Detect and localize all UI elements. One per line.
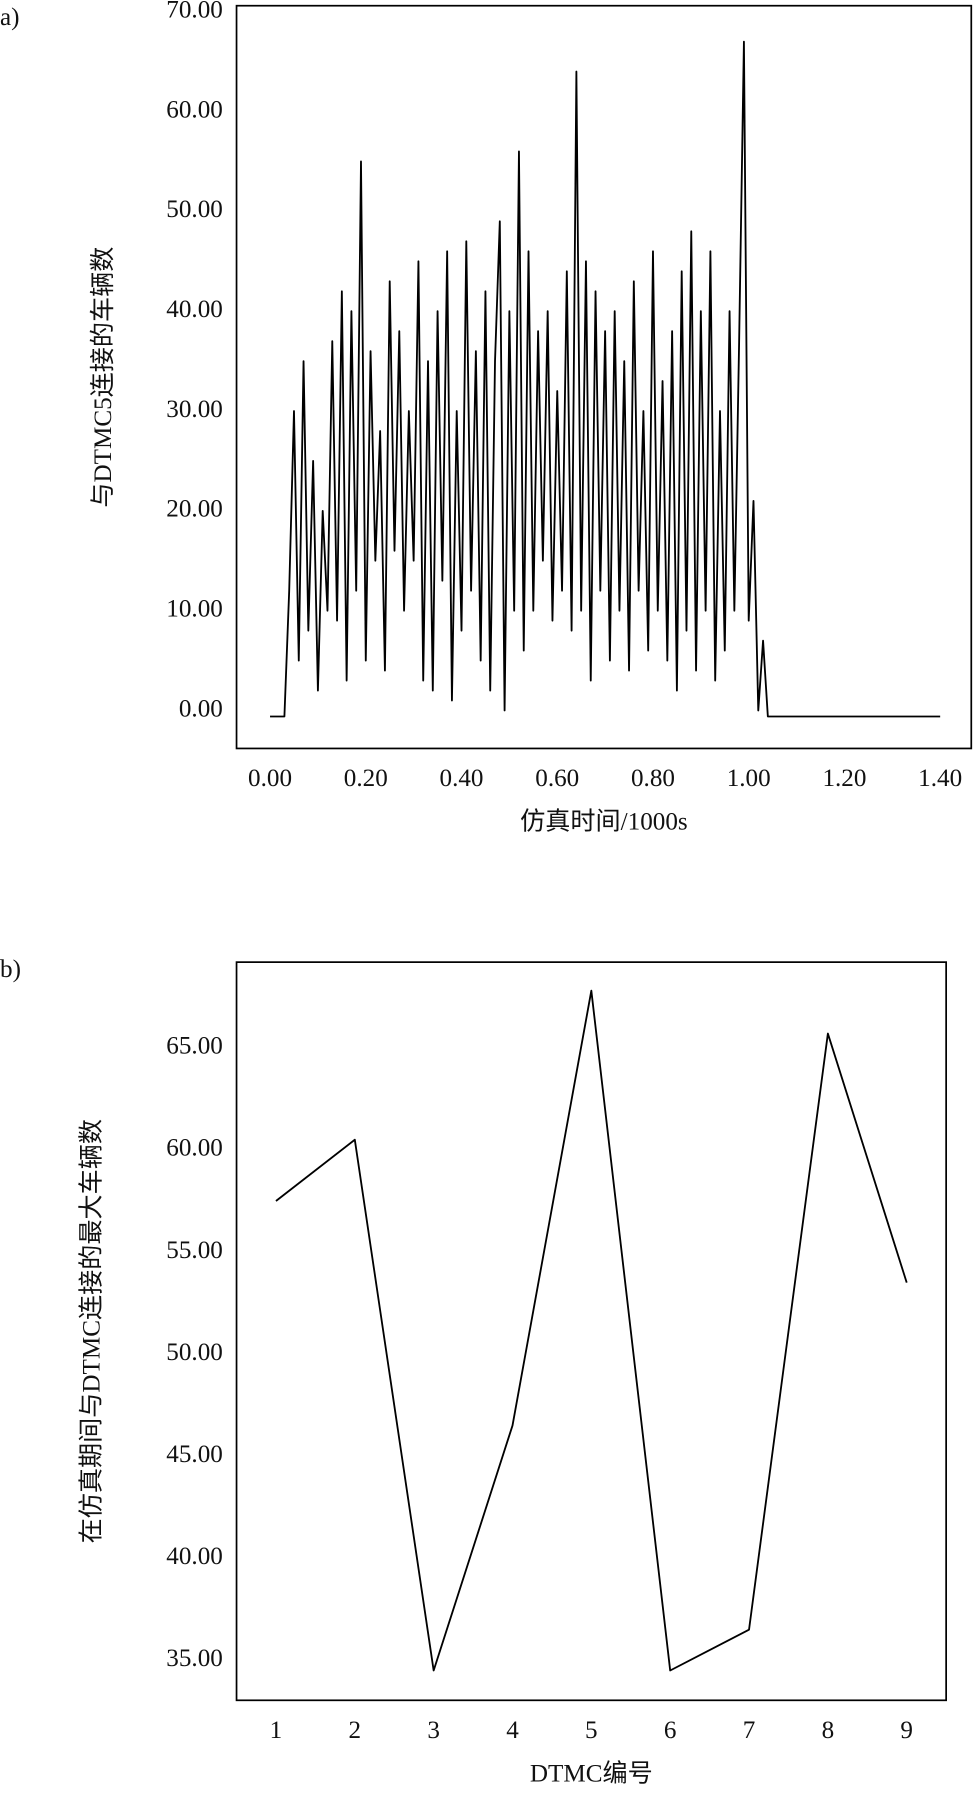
y-tick-label: 65.00: [166, 1033, 223, 1060]
y-tick-label: 35.00: [166, 1645, 223, 1672]
y-tick-label: 40.00: [166, 296, 223, 323]
x-tick-label: 0.60: [535, 765, 579, 792]
y-tick-label: 60.00: [166, 96, 223, 123]
y-tick-label: 20.00: [166, 496, 223, 523]
y-axis-label: 与DTMC5连接的车辆数: [89, 247, 117, 508]
y-tick-label: 10.00: [166, 595, 223, 622]
y-tick-label: 50.00: [166, 1339, 223, 1366]
y-tick-label: 60.00: [166, 1135, 223, 1162]
data-line: [275, 989, 908, 1672]
y-tick-label: 50.00: [166, 196, 223, 223]
x-tick-label: 0.40: [440, 765, 484, 792]
x-tick-label: 1.00: [727, 765, 771, 792]
x-tick-label: 1: [270, 1717, 283, 1744]
x-tick-label: 4: [506, 1717, 519, 1744]
x-tick-label: 9: [900, 1717, 913, 1744]
panel-label: b): [0, 956, 21, 983]
x-tick-label: 0.00: [248, 765, 292, 792]
plot-frame: [235, 4, 973, 750]
y-tick-label: 70.00: [166, 0, 223, 23]
y-axis-label: 在仿真期间与DTMC连接的最大车辆数: [77, 1119, 105, 1543]
x-tick-label: 7: [743, 1717, 756, 1744]
x-tick-label: 0.80: [631, 765, 675, 792]
y-tick-label: 40.00: [166, 1543, 223, 1570]
x-axis-label: 仿真时间/1000s: [520, 808, 688, 836]
y-tick-label: 0.00: [179, 695, 223, 722]
x-tick-label: 1.40: [918, 765, 962, 792]
plot-frame: [235, 961, 947, 1702]
y-tick-label: 45.00: [166, 1441, 223, 1468]
x-tick-label: 0.20: [344, 765, 388, 792]
y-tick-label: 30.00: [166, 396, 223, 423]
x-tick-label: 1.20: [822, 765, 866, 792]
y-tick-label: 55.00: [166, 1237, 223, 1264]
x-tick-label: 2: [349, 1717, 362, 1744]
x-tick-label: 5: [585, 1717, 598, 1744]
x-tick-label: 3: [427, 1717, 440, 1744]
x-tick-label: 8: [822, 1717, 835, 1744]
data-line: [270, 40, 941, 718]
x-tick-label: 6: [664, 1717, 677, 1744]
panel-label: a): [0, 4, 20, 31]
x-axis-label: DTMC编号: [530, 1759, 653, 1787]
